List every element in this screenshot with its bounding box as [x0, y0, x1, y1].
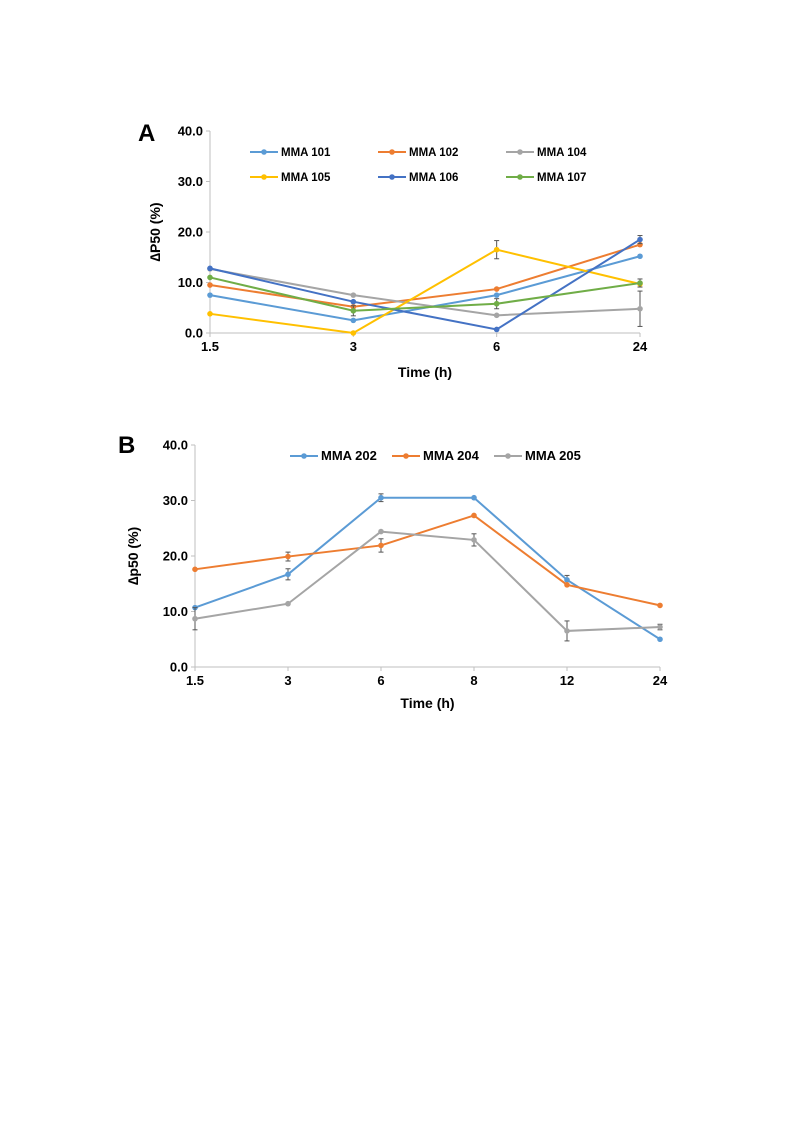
data-point-mma-107 [350, 307, 357, 314]
x-tick-label: 1.5 [186, 673, 204, 688]
legend-label-mma-105: MMA 105 [281, 172, 331, 184]
data-point-mma-106 [350, 298, 357, 305]
legend-label-mma-205: MMA 205 [525, 448, 581, 463]
data-point-mma-101 [207, 292, 213, 298]
x-tick-label: 6 [493, 339, 500, 354]
legend-marker-mma-205 [505, 453, 511, 459]
legend-label-mma-107: MMA 107 [537, 172, 586, 184]
y-tick-label: 10.0 [178, 275, 203, 290]
series-line-mma-204 [194, 514, 661, 607]
data-point-mma-205 [378, 528, 384, 535]
legend-marker-mma-102 [389, 149, 395, 155]
panel-label: B [118, 432, 135, 459]
y-axis-title: ∆p50 (%) [125, 527, 141, 585]
legend-label-mma-104: MMA 104 [537, 147, 587, 159]
series-line-mma-106 [209, 238, 641, 331]
x-tick-label: 8 [470, 673, 477, 688]
legend-marker-mma-202 [301, 453, 307, 459]
legend-label-mma-101: MMA 101 [281, 147, 331, 159]
data-point-mma-104 [493, 312, 500, 319]
data-point-mma-205 [564, 628, 570, 634]
data-point-mma-106 [637, 236, 643, 243]
data-point-mma-105 [493, 246, 500, 253]
chart-b: B 0.0 10.0 20.0 30.0 40.0 1.5 3 6 8 12 24 Time (h) ∆p… [118, 432, 668, 711]
y-tick-label: 20.0 [178, 225, 203, 240]
y-tick-label: 30.0 [163, 493, 188, 508]
data-point-mma-205 [192, 615, 198, 622]
legend-label-mma-204: MMA 204 [423, 448, 480, 463]
x-tick-label: 12 [560, 673, 574, 688]
chart-a: A 0.0 10.0 20.0 30.0 40.0 1.5 3 6 24 Time (h) ∆P50 … [138, 120, 648, 380]
legend-label-mma-102: MMA 102 [409, 147, 458, 159]
y-tick-label: 40.0 [178, 124, 203, 139]
x-tick-label: 3 [350, 339, 357, 354]
legend-marker-mma-101 [261, 149, 267, 155]
data-point-mma-107 [637, 280, 643, 286]
data-point-mma-202 [471, 494, 477, 501]
data-point-mma-202 [285, 571, 291, 578]
data-point-mma-204 [192, 566, 198, 573]
data-point-mma-102 [207, 282, 213, 288]
y-tick-label: 10.0 [163, 604, 188, 619]
y-tick-label: 0.0 [185, 326, 203, 341]
x-tick-label: 24 [653, 673, 668, 688]
panel-label: A [138, 120, 155, 147]
data-point-mma-205 [657, 624, 663, 630]
x-tick-label: 6 [377, 673, 384, 688]
y-tick-label: 20.0 [163, 549, 188, 564]
legend-marker-mma-107 [517, 174, 523, 180]
data-point-mma-105 [207, 311, 213, 317]
data-point-mma-101 [350, 317, 357, 324]
legend-marker-mma-204 [403, 453, 409, 459]
data-point-mma-202 [564, 577, 570, 583]
data-point-mma-205 [471, 537, 477, 543]
y-tick-label: 0.0 [170, 660, 188, 675]
data-point-mma-202 [657, 636, 663, 643]
data-point-mma-204 [378, 542, 384, 549]
data-point-mma-106 [493, 326, 500, 333]
x-tick-label: 1.5 [201, 339, 219, 354]
legend-marker-mma-106 [389, 174, 395, 180]
data-point-mma-204 [657, 602, 663, 609]
data-point-mma-107 [493, 300, 500, 307]
data-point-mma-204 [471, 512, 477, 519]
y-tick-label: 40.0 [163, 438, 188, 453]
data-point-mma-204 [564, 582, 570, 588]
data-point-mma-105 [350, 330, 357, 336]
y-axis-title: ∆P50 (%) [147, 202, 163, 261]
series-line-mma-107 [209, 276, 641, 312]
series-line-mma-205 [194, 530, 661, 632]
legend-marker-mma-104 [517, 149, 523, 155]
x-tick-label: 3 [284, 673, 291, 688]
series-line-mma-202 [194, 496, 661, 641]
data-point-mma-104 [350, 292, 357, 298]
series-line-mma-102 [209, 243, 641, 308]
data-point-mma-205 [285, 600, 291, 607]
legend-marker-mma-105 [261, 174, 267, 180]
x-tick-label: 24 [633, 339, 648, 354]
legend-label-mma-202: MMA 202 [321, 448, 377, 463]
data-point-mma-101 [637, 253, 643, 260]
legend-label-mma-106: MMA 106 [409, 172, 458, 184]
data-point-mma-104 [637, 305, 643, 312]
data-point-mma-102 [493, 286, 500, 292]
x-axis-title: Time (h) [398, 364, 452, 380]
data-point-mma-202 [378, 494, 384, 501]
x-axis-title: Time (h) [400, 695, 454, 711]
data-point-mma-107 [207, 274, 213, 281]
data-point-mma-204 [285, 553, 291, 560]
series-line-mma-104 [209, 267, 641, 317]
y-tick-label: 30.0 [178, 174, 203, 189]
data-point-mma-101 [493, 292, 500, 298]
data-point-mma-106 [207, 265, 213, 272]
series-line-mma-105 [209, 248, 641, 335]
